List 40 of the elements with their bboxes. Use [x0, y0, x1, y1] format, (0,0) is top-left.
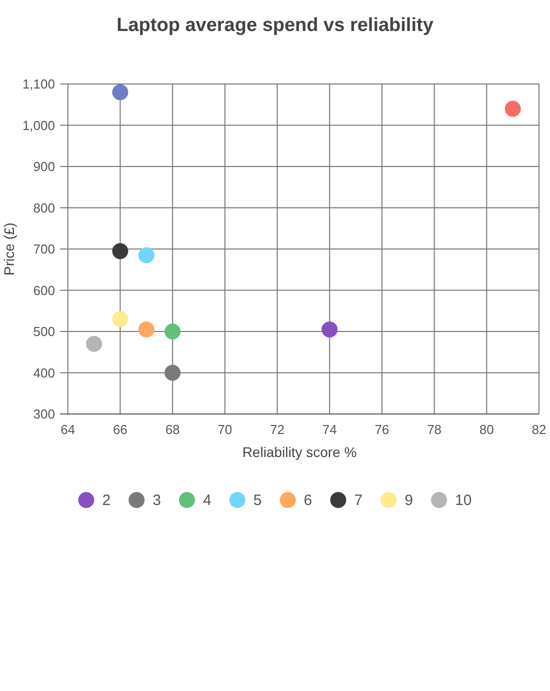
x-tick-label: 76	[374, 422, 390, 437]
y-tick-label: 1,100	[22, 76, 55, 92]
x-tick-label: 80	[479, 422, 494, 437]
y-tick-label: 400	[33, 365, 55, 380]
legend-label: 4	[203, 492, 212, 509]
y-tick-label: 1,000	[22, 118, 55, 133]
y-axis-title: Price (£)	[1, 222, 17, 276]
x-tick-label: 82	[532, 422, 546, 437]
legend-label: 6	[304, 492, 312, 509]
x-tick-label: 78	[427, 422, 442, 437]
y-tick-label: 700	[33, 242, 55, 257]
y-tick-label: 800	[33, 200, 55, 216]
y-tick-label: 600	[33, 282, 55, 298]
point	[112, 84, 128, 100]
point	[322, 321, 338, 338]
x-tick-label: 68	[165, 422, 180, 437]
legend-label: 5	[253, 492, 262, 509]
y-tick-label: 500	[33, 324, 55, 340]
legend-label: 9	[404, 492, 413, 509]
x-tick-label: 66	[112, 422, 128, 437]
x-tick-label: 72	[270, 422, 284, 437]
point	[504, 100, 521, 117]
point	[138, 247, 154, 264]
x-tick-label: 74	[322, 422, 337, 437]
chart-title: Laptop average spend vs reliability	[116, 15, 434, 36]
x-axis-title: Reliability score %	[242, 444, 357, 460]
legend-label: 2	[102, 492, 111, 509]
legend-label: 7	[354, 492, 363, 509]
point	[138, 321, 154, 338]
point	[112, 243, 128, 260]
point	[86, 336, 102, 352]
x-tick-label: 70	[218, 422, 232, 437]
point	[164, 364, 181, 381]
point	[164, 324, 181, 340]
point	[112, 311, 128, 328]
y-tick-label: 300	[33, 406, 55, 422]
x-tick-label: 64	[60, 422, 76, 437]
legend-label: 10	[455, 492, 472, 509]
y-tick-label: 900	[33, 159, 55, 174]
legend-label: 3	[152, 492, 161, 509]
